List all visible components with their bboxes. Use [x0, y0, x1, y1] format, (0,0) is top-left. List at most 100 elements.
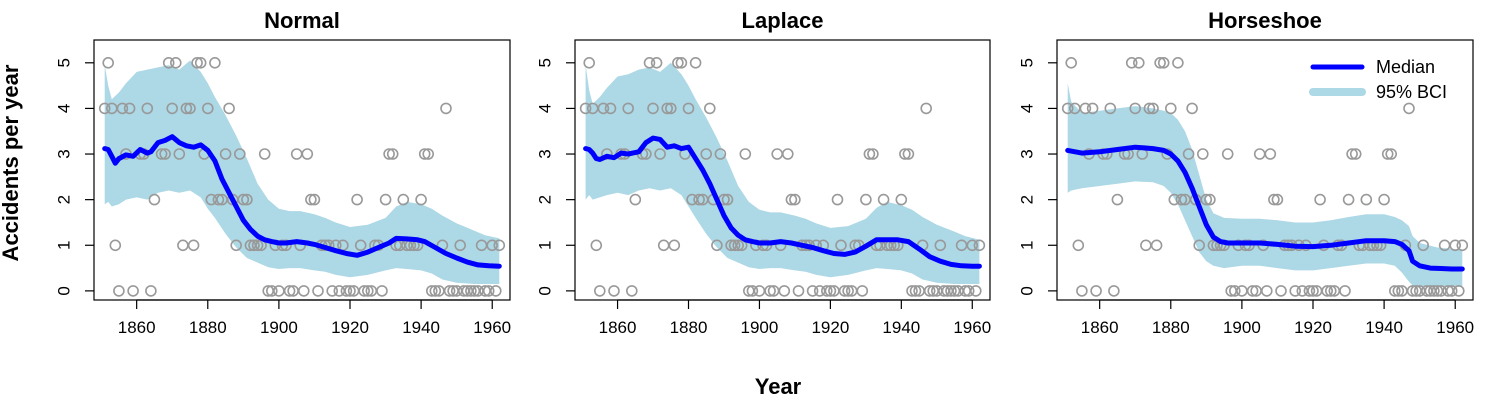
plot-area	[1061, 12, 1469, 297]
data-point	[714, 148, 727, 160]
data-point	[234, 148, 246, 160]
data-point	[1111, 193, 1124, 206]
data-point	[1428, 285, 1440, 297]
y-tick-label: 0	[54, 286, 73, 295]
data-point	[728, 239, 741, 252]
data-point	[906, 285, 918, 297]
median-line	[1065, 144, 1465, 272]
data-point	[312, 285, 324, 297]
data-point	[1061, 102, 1074, 115]
data-point	[493, 239, 506, 252]
data-point	[1186, 102, 1198, 115]
data-point	[1172, 56, 1184, 69]
data-point	[1325, 285, 1337, 297]
data-point	[1193, 239, 1205, 252]
data-point	[1264, 148, 1277, 160]
data-point	[1095, 12, 1105, 22]
data-point	[1349, 148, 1362, 160]
data-point	[1072, 239, 1085, 252]
data-point	[132, 12, 142, 22]
data-point	[923, 285, 936, 297]
y-axis-title: Accidents per year	[0, 64, 23, 261]
data-point	[465, 285, 477, 297]
data-point	[1175, 193, 1188, 206]
data-point	[1116, 12, 1126, 22]
data-point	[613, 12, 623, 22]
data-point	[1261, 285, 1273, 297]
x-axis-title: Year	[755, 374, 802, 399]
data-point	[113, 285, 125, 297]
data-point	[418, 148, 431, 160]
data-point	[265, 285, 278, 297]
data-point	[429, 285, 442, 297]
data-point	[422, 148, 435, 160]
data-point	[792, 285, 805, 297]
data-point	[177, 239, 189, 252]
data-point	[308, 193, 321, 206]
data-point	[258, 148, 271, 160]
x-tick-label: 1860	[118, 318, 156, 337]
data-point	[973, 239, 986, 252]
data-point	[340, 285, 353, 297]
data-point	[361, 285, 374, 297]
data-point	[180, 102, 193, 115]
data-point	[326, 285, 339, 297]
data-point	[657, 239, 670, 252]
data-point	[1339, 285, 1351, 297]
data-point	[351, 193, 363, 206]
data-point	[116, 102, 129, 115]
data-point	[212, 193, 225, 206]
y-tick-label: 1	[54, 241, 73, 250]
median-line	[583, 135, 982, 269]
y-tick-label: 2	[1017, 195, 1036, 204]
data-point	[1392, 285, 1405, 297]
data-point	[899, 148, 911, 160]
data-point	[895, 193, 908, 206]
data-point	[1389, 285, 1401, 297]
data-point	[1246, 285, 1259, 297]
data-point	[187, 239, 200, 252]
data-point	[297, 285, 310, 297]
legend-label: 95% BCI	[1376, 82, 1447, 102]
data-point	[109, 239, 122, 252]
data-point	[98, 102, 111, 115]
data-point	[842, 285, 854, 297]
data-point	[1221, 148, 1234, 160]
data-point	[1140, 239, 1152, 252]
data-point	[305, 193, 317, 206]
y-tick-label: 4	[535, 104, 554, 113]
data-point	[1406, 285, 1419, 297]
data-point	[789, 193, 801, 206]
data-point	[785, 193, 798, 206]
data-point	[838, 285, 851, 297]
data-point	[486, 239, 499, 252]
median-line	[102, 134, 502, 269]
data-point	[625, 285, 638, 297]
data-point	[1445, 285, 1458, 297]
data-point	[689, 56, 702, 69]
data-point	[166, 102, 178, 115]
data-point	[1236, 285, 1248, 297]
data-point	[863, 148, 876, 160]
x-tick-label: 1880	[670, 318, 708, 337]
x-tick-label: 1860	[1081, 318, 1119, 337]
data-point	[771, 148, 784, 160]
y-tick-label: 1	[535, 241, 554, 250]
data-point	[969, 285, 982, 297]
y-tick-label: 4	[1017, 104, 1036, 113]
data-point	[579, 102, 592, 115]
data-point	[1253, 148, 1266, 160]
data-point	[934, 239, 947, 252]
x-tick-label: 1940	[1365, 318, 1403, 337]
data-point	[283, 285, 296, 297]
data-point	[945, 285, 957, 297]
data-point	[153, 12, 163, 22]
data-point	[693, 193, 705, 206]
panel-1: Normal 1860 1880 1900 1920 1940 1960 0 1 2 3 4 5	[54, 8, 511, 337]
y-tick-label: 5	[535, 58, 554, 67]
x-tick-label: 1900	[260, 318, 298, 337]
data-point	[386, 148, 399, 160]
data-point	[1314, 193, 1326, 206]
data-point	[700, 148, 713, 160]
